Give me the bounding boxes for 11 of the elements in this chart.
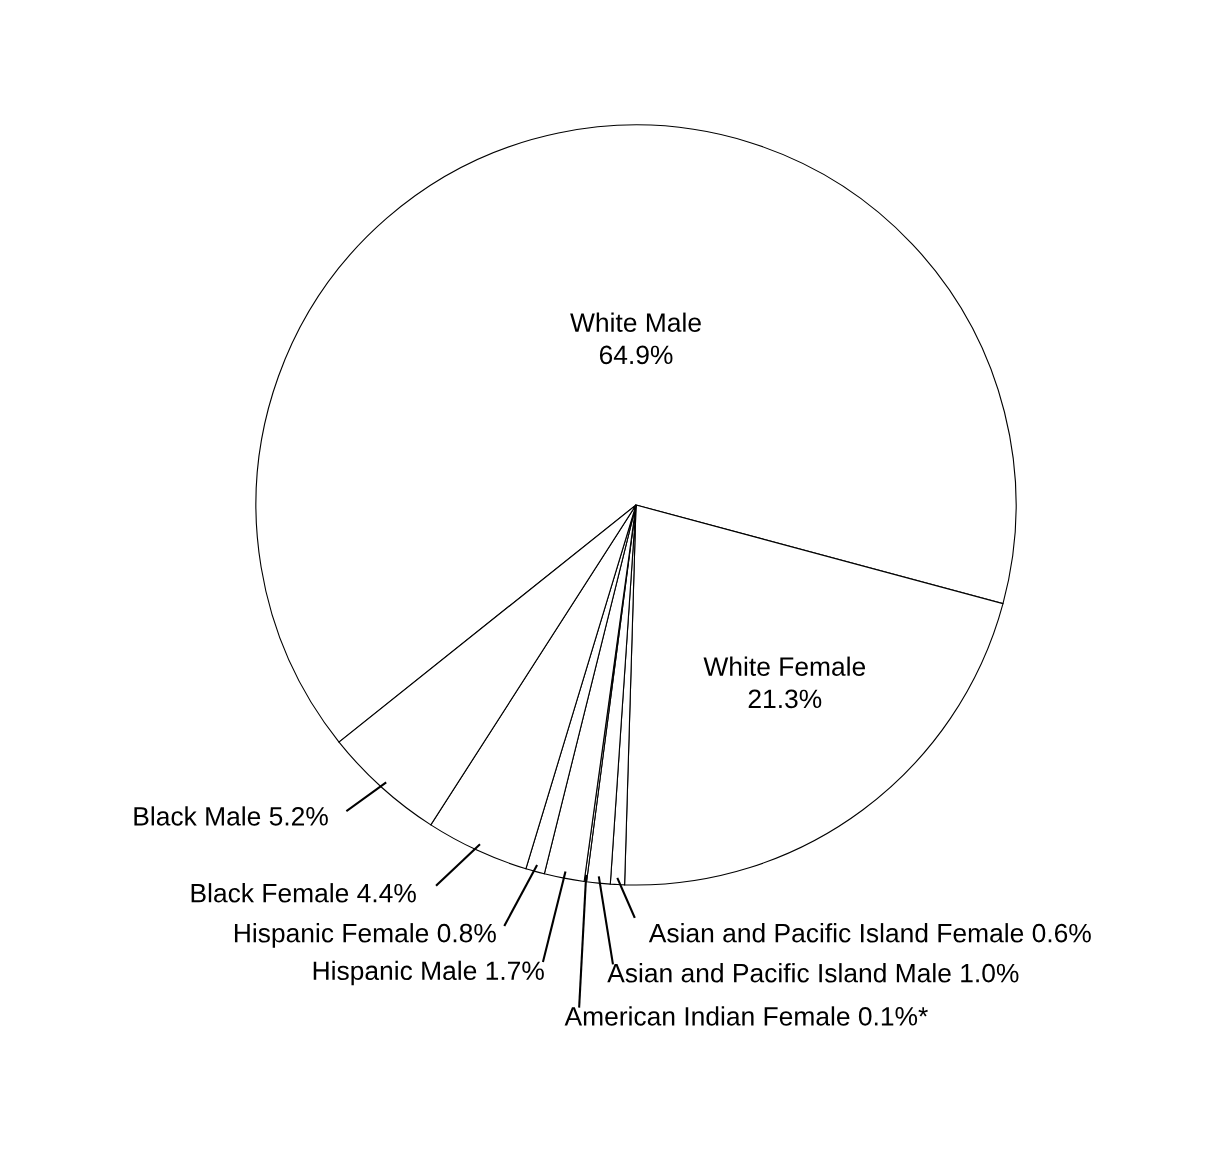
data-label: 21.3% (748, 689, 822, 709)
slice-label: Black Male 5.2% (134, 806, 328, 826)
slice-label: American Indian Female 0.1%* (564, 1006, 928, 1026)
slice-label: Hispanic Female 0.8% (234, 923, 496, 948)
slice-label: Asian and Pacific Island Female 0.6% (648, 923, 1091, 943)
slice-label: White Female (703, 656, 866, 676)
slice-label: Asian and Pacific Island Male 1.0% (607, 963, 1019, 983)
slice-label: Black Female 4.4% (191, 883, 416, 903)
data-label: 64.9% (599, 345, 673, 365)
slice-label: White Male (570, 312, 701, 332)
slice-label: Hispanic Male 1.7% (313, 960, 544, 986)
